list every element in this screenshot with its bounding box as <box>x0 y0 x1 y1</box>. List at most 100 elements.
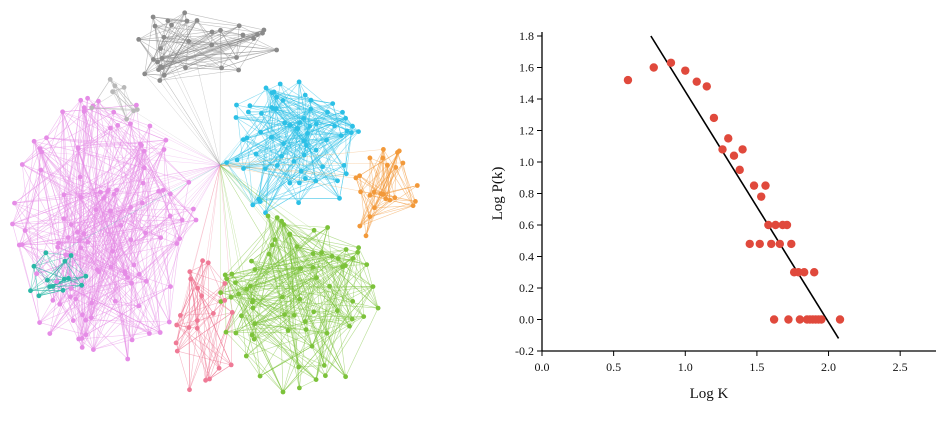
network-node <box>298 168 304 174</box>
network-node <box>128 205 134 210</box>
data-points <box>623 58 845 324</box>
network-node <box>54 279 60 284</box>
network-edge <box>252 180 316 206</box>
network-edge <box>80 247 150 334</box>
network-edge <box>298 81 347 174</box>
y-tick-label: 1.8 <box>519 29 534 43</box>
network-node <box>287 231 293 237</box>
network-node <box>141 165 147 171</box>
network-edge <box>98 164 221 272</box>
network-edge <box>38 285 82 297</box>
network-edge <box>144 73 221 166</box>
network-node <box>129 280 135 286</box>
network-edge <box>130 207 171 287</box>
network-edge <box>219 164 346 266</box>
network-edge <box>12 100 81 225</box>
network-edge <box>289 234 295 316</box>
network-edge <box>196 300 225 329</box>
network-node <box>251 336 257 342</box>
network-node <box>224 276 230 282</box>
network-node <box>287 122 293 128</box>
network-edge <box>219 164 282 222</box>
data-point <box>735 165 744 175</box>
network-edge <box>301 171 338 182</box>
network-node <box>140 180 146 186</box>
network-edge <box>246 355 261 377</box>
network-edge <box>39 148 69 238</box>
network-edge <box>219 164 221 293</box>
network-node <box>266 251 272 257</box>
network-edge <box>138 39 212 46</box>
network-node <box>296 79 302 85</box>
network-edge <box>91 302 139 307</box>
network-edge <box>41 151 132 240</box>
network-edge <box>41 151 60 305</box>
network-edge <box>180 313 214 316</box>
network-edge <box>332 103 342 136</box>
network-edge <box>177 283 226 352</box>
network-edge <box>374 205 414 209</box>
network-node <box>112 83 118 89</box>
network-edge <box>268 253 346 377</box>
network-edge <box>221 49 277 69</box>
network-edge <box>92 105 131 125</box>
network-edge <box>57 112 114 248</box>
network-edge <box>312 253 353 302</box>
network-edge <box>310 108 347 174</box>
network-edge <box>78 148 144 184</box>
network-node <box>34 271 40 277</box>
data-point <box>767 239 776 249</box>
network-edge <box>85 277 128 321</box>
network-edge <box>369 157 391 201</box>
data-point <box>649 63 658 72</box>
network-edge <box>162 164 221 191</box>
network-edge <box>213 283 226 314</box>
network-node <box>183 65 188 71</box>
network-node <box>311 309 317 315</box>
network-node <box>22 228 28 233</box>
network-edge <box>116 145 142 191</box>
network-node <box>309 343 315 349</box>
y-tick-label: 1.4 <box>519 92 534 106</box>
network-edge <box>226 278 317 380</box>
network-node <box>147 331 152 336</box>
network-node <box>174 322 180 328</box>
network-node <box>80 312 85 318</box>
network-edge <box>22 244 99 272</box>
network-edge <box>49 190 164 334</box>
network-node <box>250 305 256 311</box>
network-node <box>61 192 67 198</box>
network-edge <box>296 246 374 287</box>
network-edge <box>79 104 137 241</box>
y-axis-label: Log P(k) <box>490 167 506 221</box>
network-edge <box>219 164 333 257</box>
network-edge <box>170 193 183 221</box>
network-edge <box>310 103 333 110</box>
network-edge <box>110 191 159 268</box>
y-tick-label: -0.2 <box>515 344 534 358</box>
network-node <box>152 23 158 29</box>
network-node <box>88 315 94 321</box>
network-node <box>252 321 258 327</box>
network-edge <box>225 331 328 334</box>
network-edge <box>321 252 328 334</box>
network-edge <box>325 286 374 376</box>
network-edge <box>93 305 140 350</box>
network-edge <box>301 166 323 172</box>
network-edge <box>149 208 194 334</box>
network-node <box>294 244 300 250</box>
network-edge <box>160 12 185 49</box>
network-edge <box>315 135 342 151</box>
network-edge <box>243 168 254 205</box>
network-node <box>98 189 103 195</box>
network-edge <box>39 283 132 323</box>
network-node <box>199 293 205 299</box>
network-edge <box>226 124 291 163</box>
network-edge <box>383 194 416 202</box>
network-edge <box>236 137 248 161</box>
network-edge <box>305 316 364 322</box>
network-node <box>107 208 113 214</box>
network-node <box>233 280 238 285</box>
network-edge <box>281 221 300 388</box>
network-edge <box>219 149 384 166</box>
